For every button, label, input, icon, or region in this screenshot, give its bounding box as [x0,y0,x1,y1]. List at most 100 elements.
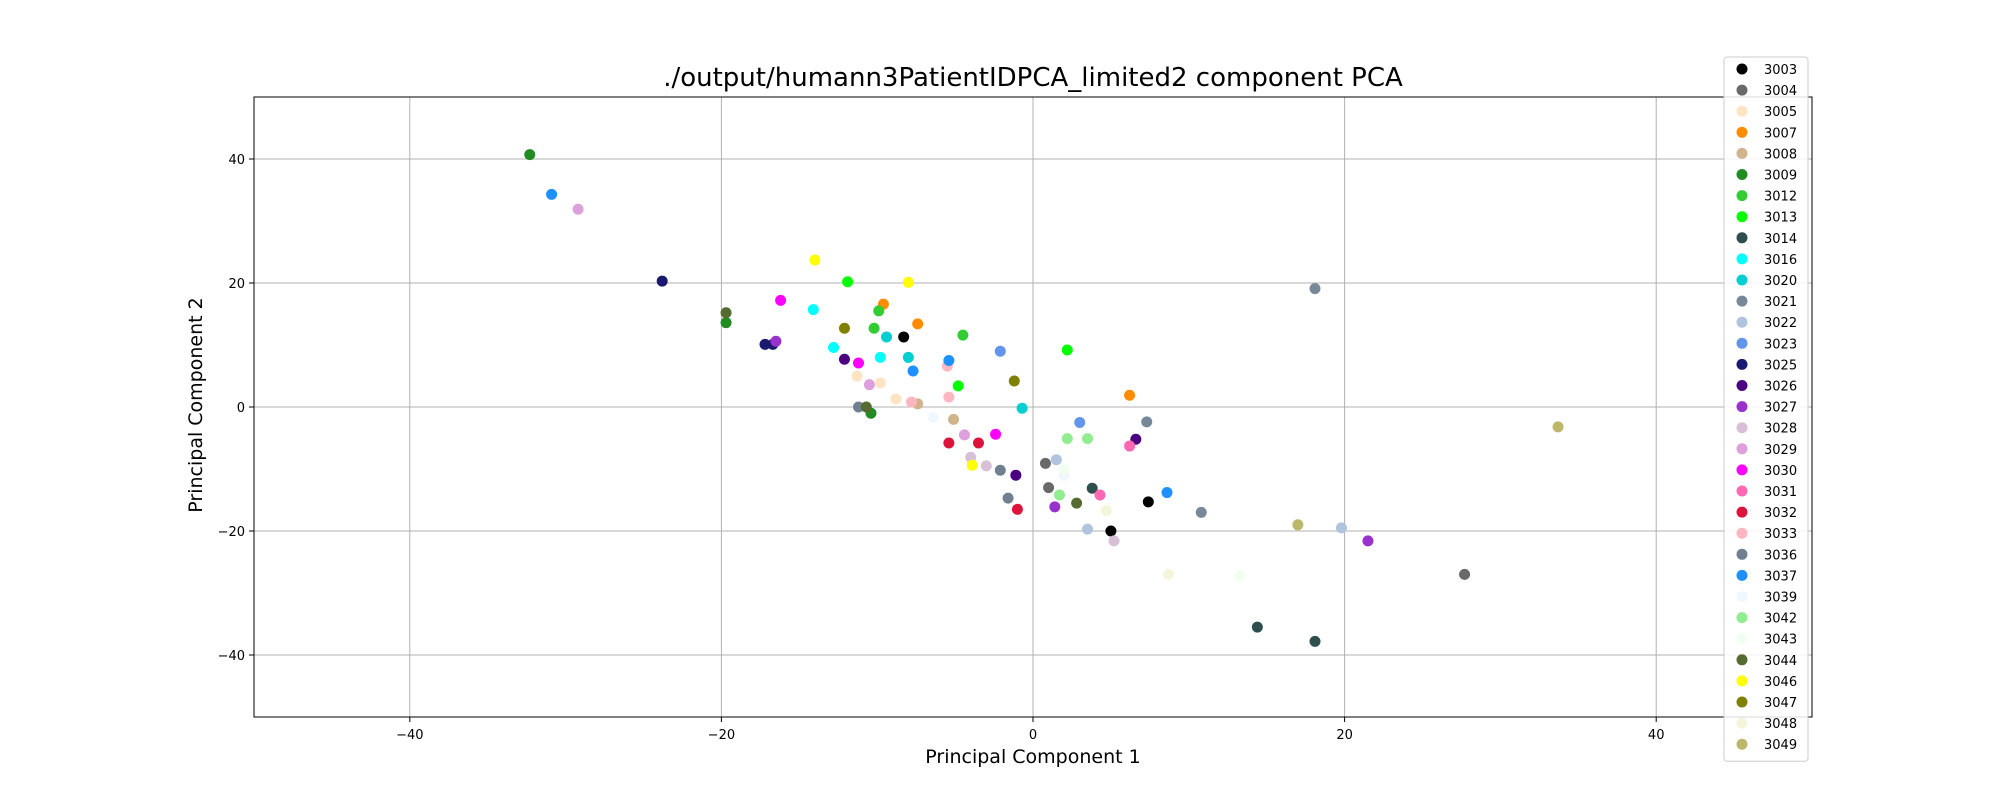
data-point-3032 [943,437,955,449]
legend-label-3039: 3039 [1764,591,1797,606]
data-point-3049 [1292,519,1304,531]
data-point-3046 [809,254,821,266]
legend-marker-3007 [1736,126,1748,138]
legend-marker-3044 [1736,654,1748,666]
legend-label-3003: 3003 [1764,63,1797,78]
legend-label-3044: 3044 [1764,654,1797,669]
data-point-3028 [1108,535,1120,547]
legend-label-3014: 3014 [1764,232,1797,247]
data-point-3012 [957,329,969,341]
data-point-3037 [943,355,955,366]
data-point-3029 [958,429,970,441]
data-point-3047 [1008,375,1020,387]
x-tick-label: 0 [1029,728,1037,743]
legend-label-3009: 3009 [1764,169,1797,184]
legend-marker-3029 [1736,443,1748,455]
data-point-3020 [881,331,893,343]
data-point-3042 [1061,433,1073,445]
x-tick-label: 40 [1648,728,1665,743]
legend-marker-3037 [1736,569,1748,581]
legend-marker-3023 [1736,337,1748,349]
data-point-3007 [912,318,924,330]
legend-marker-3032 [1736,506,1748,518]
legend-label-3032: 3032 [1764,506,1797,521]
data-point-3030 [853,357,865,369]
legend-marker-3036 [1736,548,1748,560]
data-point-3033 [943,391,955,403]
legend-marker-3033 [1736,527,1748,539]
legend-label-3012: 3012 [1764,190,1797,205]
y-tick-label: 20 [228,277,245,292]
data-point-3012 [873,305,885,317]
legend-marker-3039 [1736,591,1748,602]
legend-marker-3005 [1736,105,1748,117]
legend-marker-3022 [1736,316,1748,328]
data-point-3021 [1195,506,1207,518]
data-point-3013 [1061,344,1073,356]
x-tick-label: −40 [396,728,423,743]
data-point-3013 [842,276,854,288]
legend-marker-3026 [1736,380,1748,391]
data-point-3043 [1234,570,1246,582]
legend-marker-3042 [1736,612,1748,624]
data-point-3036 [994,464,1006,476]
data-point-3048 [1163,568,1175,580]
x-axis-label: Principal Component 1 [925,746,1140,768]
legend-label-3049: 3049 [1764,738,1797,753]
data-point-3044 [860,401,872,413]
legend-marker-3009 [1736,169,1748,180]
legend-label-3029: 3029 [1764,443,1797,458]
legend-label-3020: 3020 [1764,274,1797,289]
legend-marker-3027 [1736,401,1748,413]
legend-label-3022: 3022 [1764,316,1797,331]
data-point-3003 [1142,496,1154,508]
data-point-3031 [1124,440,1136,452]
data-point-3032 [972,437,984,449]
data-point-3003 [1105,525,1117,537]
x-tick-label: 20 [1336,728,1353,743]
legend-label-3046: 3046 [1764,675,1797,690]
data-point-3012 [868,322,880,334]
legend-label-3036: 3036 [1764,548,1797,563]
data-point-3047 [838,322,850,334]
data-points [524,149,1564,647]
data-point-3013 [952,380,964,392]
data-point-3004 [1043,482,1055,494]
legend: 3003 3004 3005 3007 3008 3009 3012 3013 3014 3016… [1723,56,1809,762]
y-tick-label: 40 [228,153,245,168]
data-point-3009 [524,149,536,161]
data-point-3030 [775,294,787,306]
data-point-3037 [1161,487,1173,499]
legend-marker-3028 [1736,422,1748,434]
data-point-3039 [927,412,939,424]
data-point-3020 [902,351,914,363]
y-tick-label: −40 [218,649,245,664]
legend-marker-3013 [1736,211,1748,223]
data-point-3049 [1552,421,1564,433]
legend-marker-3043 [1736,633,1748,645]
data-point-3044 [1071,497,1083,509]
legend-label-3027: 3027 [1764,401,1797,416]
legend-label-3031: 3031 [1764,485,1797,500]
data-point-3005 [851,370,863,382]
data-point-3026 [838,353,850,365]
legend-label-3013: 3013 [1764,211,1797,226]
legend-marker-3003 [1736,63,1748,75]
legend-label-3043: 3043 [1764,633,1797,648]
data-point-3033 [905,396,917,408]
legend-label-3005: 3005 [1764,105,1797,120]
legend-label-3033: 3033 [1764,527,1797,542]
x-tick-label: −20 [708,728,735,743]
data-point-3042 [1053,489,1065,501]
data-point-3003 [898,331,910,343]
legend-label-3028: 3028 [1764,422,1797,437]
data-point-3022 [1050,454,1062,466]
legend-label-3008: 3008 [1764,147,1797,162]
legend-label-3026: 3026 [1764,380,1797,395]
legend-marker-3016 [1736,253,1748,265]
legend-label-3023: 3023 [1764,337,1797,352]
data-point-3007 [1124,389,1136,401]
data-point-3042 [1082,433,1094,445]
data-point-3027 [770,335,782,347]
y-axis-label: Principal Component 2 [185,297,207,512]
